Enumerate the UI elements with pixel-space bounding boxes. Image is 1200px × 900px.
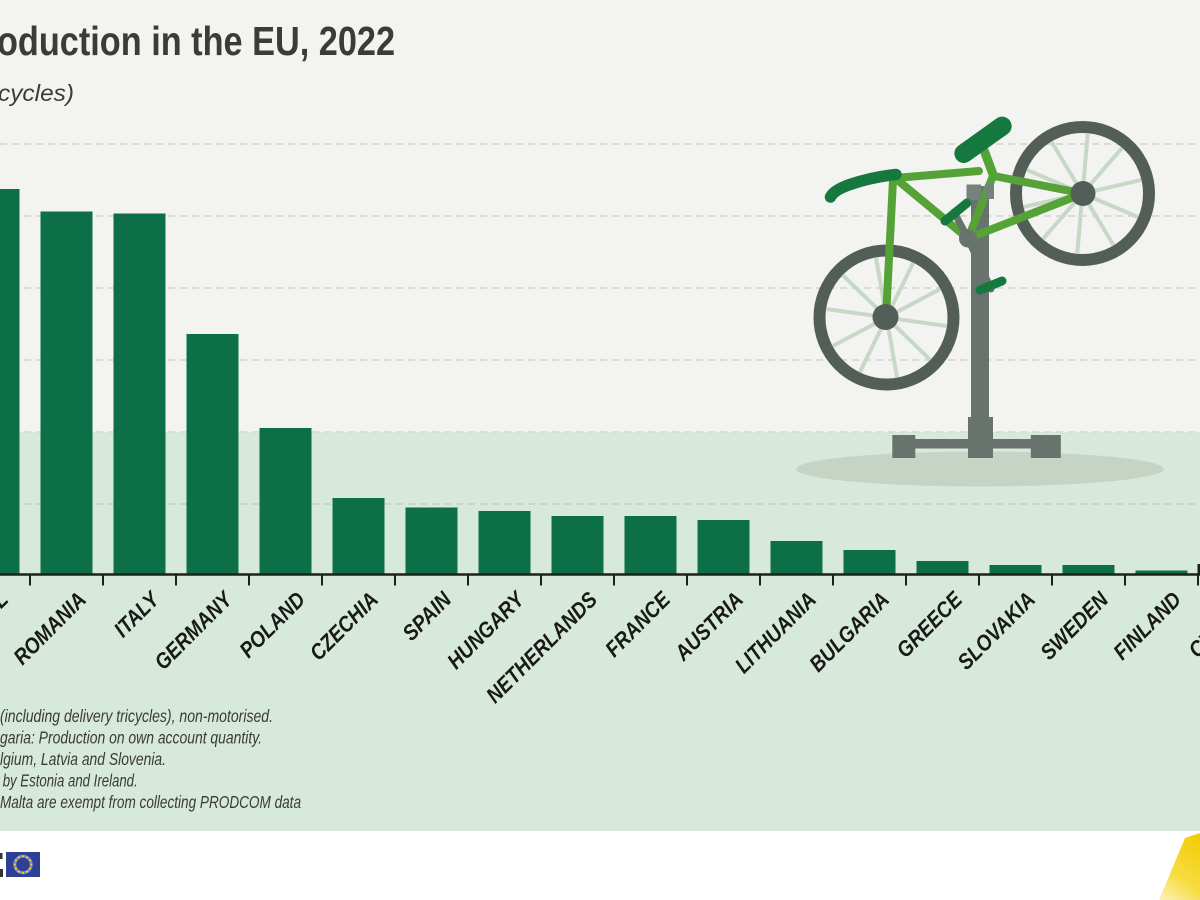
svg-text:cycles): cycles) xyxy=(0,80,74,106)
svg-text:Malta are exempt from collecti: Malta are exempt from collecting PRODCOM… xyxy=(0,792,301,812)
svg-text:by Estonia and Ireland.: by Estonia and Ireland. xyxy=(3,771,138,791)
svg-text:(including delivery tricycles): (including delivery tricycles), non-moto… xyxy=(0,706,273,726)
svg-text:garia: Production on own accou: garia: Production on own account quantit… xyxy=(0,728,262,748)
svg-text:oduction in the EU, 2022: oduction in the EU, 2022 xyxy=(0,18,395,64)
svg-text:lgium, Latvia and Slovenia.: lgium, Latvia and Slovenia. xyxy=(0,749,166,769)
